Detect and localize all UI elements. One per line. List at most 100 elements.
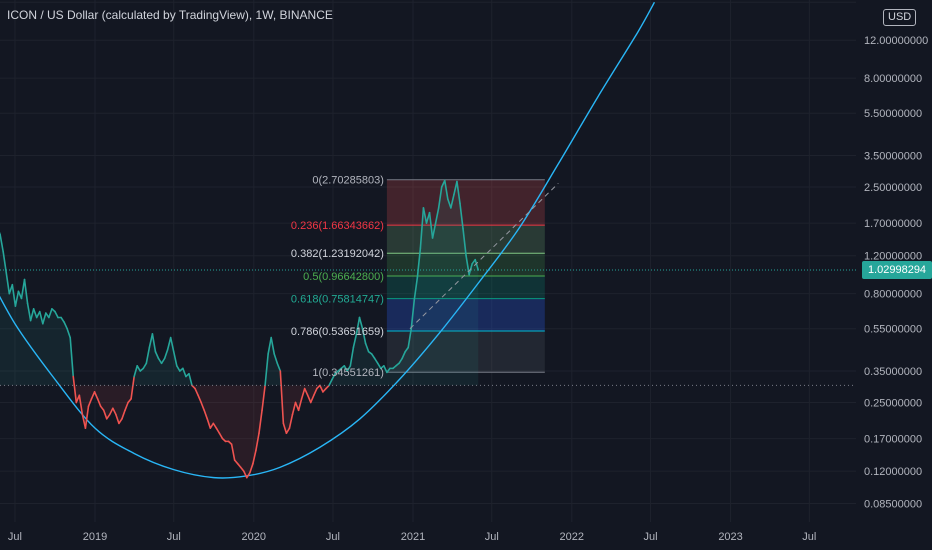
price-segment <box>252 449 257 465</box>
price-segment <box>72 375 78 404</box>
price-segment <box>200 401 205 412</box>
price-segment <box>309 394 315 404</box>
price-segment <box>145 346 151 365</box>
price-segment <box>261 384 266 412</box>
x-tick-label: 2019 <box>83 531 107 543</box>
price-segment <box>142 362 148 370</box>
price-segment <box>166 336 172 351</box>
price-segment <box>355 316 361 335</box>
price-segment <box>60 316 65 323</box>
y-tick-label: 1.70000000 <box>864 218 922 230</box>
fib-zone <box>386 275 545 299</box>
price-segment <box>413 276 419 301</box>
price-segment <box>431 222 437 239</box>
price-segment <box>291 401 297 416</box>
price-segment <box>419 207 425 249</box>
price-segment <box>300 387 306 400</box>
price-segment <box>78 394 84 416</box>
price-segment <box>276 362 282 372</box>
last-price-tag: 1.02998294 <box>862 261 932 279</box>
price-segment <box>41 312 47 325</box>
price-segment <box>294 401 300 412</box>
price-segment <box>0 234 5 253</box>
price-segment <box>331 372 336 381</box>
price-segment <box>63 321 68 330</box>
fib-level-label: 0.618(0.75814747) <box>291 294 384 306</box>
price-segment <box>303 387 309 397</box>
grid-lines <box>0 0 856 522</box>
x-tick-label: Jul <box>802 531 816 543</box>
price-segment <box>383 364 388 374</box>
price-segment <box>48 308 53 319</box>
reference-lines <box>0 182 856 386</box>
price-area <box>0 180 479 478</box>
price-segment <box>450 194 455 209</box>
y-tick-label: 3.50000000 <box>864 151 922 163</box>
price-segment <box>102 409 108 420</box>
price-segment <box>462 227 467 257</box>
x-tick-label: Jul <box>643 531 657 543</box>
price-segment <box>93 391 99 400</box>
x-tick-label: 2023 <box>718 531 742 543</box>
fib-zone <box>386 179 545 226</box>
price-segment <box>32 308 38 319</box>
price-segment <box>99 405 105 412</box>
fib-level-label: 0(2.70285803) <box>312 175 384 187</box>
price-segment <box>297 398 303 412</box>
price-segment <box>14 290 20 307</box>
price-segment <box>54 310 59 319</box>
x-tick-label: Jul <box>8 531 22 543</box>
price-segment <box>319 384 324 393</box>
price-segment <box>373 357 379 365</box>
price-segment <box>437 186 443 209</box>
price-segment <box>453 180 458 196</box>
currency-badge[interactable]: USD <box>883 9 917 26</box>
y-tick-label: 0.17000000 <box>864 434 922 446</box>
price-segment <box>163 348 169 360</box>
price-segment <box>160 357 166 365</box>
price-segment <box>270 336 276 355</box>
price-segment <box>306 394 312 404</box>
price-segment <box>264 353 269 387</box>
price-segment <box>151 333 157 353</box>
price-segment <box>112 407 117 416</box>
y-tick-label: 12.00000000 <box>864 35 928 47</box>
parabolic-trend-curve <box>0 1 656 479</box>
price-segment <box>407 327 413 349</box>
y-tick-label: 2.50000000 <box>864 182 922 194</box>
price-segment <box>398 357 403 365</box>
fib-level-label: 0.236(1.66343662) <box>291 220 384 232</box>
y-tick-label: 5.50000000 <box>864 108 922 120</box>
price-segment <box>443 179 449 200</box>
y-axis[interactable]: 12.00000000 8.00000000 5.50000000 3.5000000… <box>864 35 928 510</box>
fib-level-label: 0.382(1.23192042) <box>291 248 384 260</box>
price-segment <box>434 207 440 224</box>
price-segment <box>203 409 209 420</box>
price-segment <box>194 387 199 397</box>
price-segment <box>459 202 464 230</box>
price-segment <box>96 398 102 408</box>
price-segment <box>376 362 382 370</box>
price-segment <box>124 401 129 412</box>
fibonacci-zones <box>386 179 545 373</box>
price-segment <box>246 471 251 479</box>
projection-line <box>409 182 559 330</box>
price-segment <box>2 251 8 274</box>
y-tick-label: 0.12000000 <box>864 466 922 478</box>
price-segment <box>343 364 349 372</box>
price-segment <box>87 398 93 408</box>
x-tick-label: Jul <box>326 531 340 543</box>
y-tick-label: 1.20000000 <box>864 251 922 263</box>
x-axis[interactable]: Jul 2019 Jul 2020 Jul 2021 Jul 2022 Jul 2023 Jul <box>8 531 816 543</box>
price-segment <box>182 367 187 378</box>
price-area-down <box>73 371 330 478</box>
price-segment <box>136 364 142 372</box>
price-segment <box>84 405 90 429</box>
price-segment <box>364 342 370 353</box>
fib-level-label: 1(0.34551261) <box>312 367 384 379</box>
price-segment <box>386 367 391 374</box>
price-segment <box>218 432 224 440</box>
price-segment <box>212 422 218 429</box>
price-segment <box>188 372 193 387</box>
